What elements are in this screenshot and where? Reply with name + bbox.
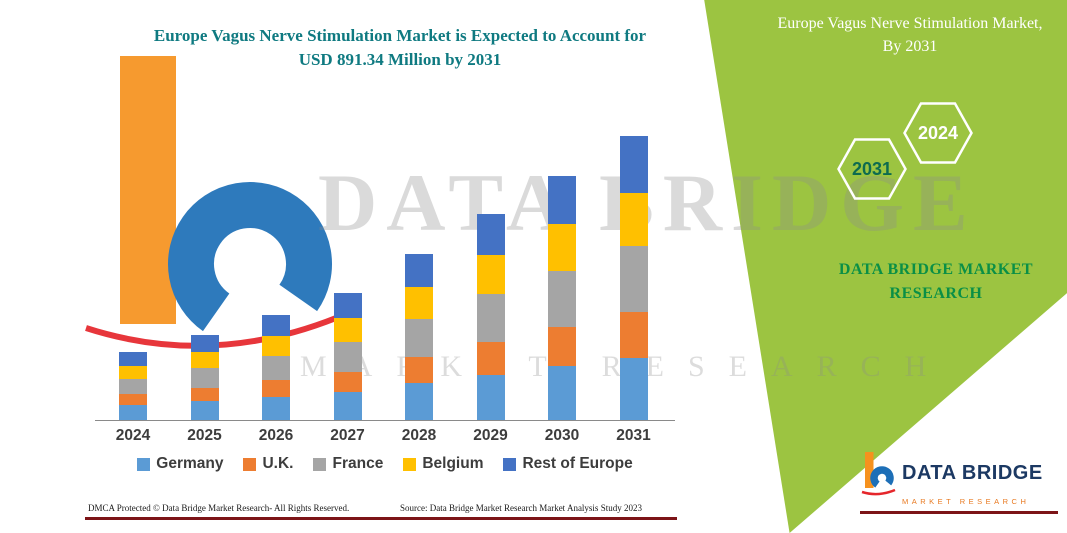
hexagon-2031-label: 2031 [852,159,892,179]
x-axis-label-2025: 2025 [187,427,222,444]
bar-segment-germany [548,366,576,420]
legend-label: Germany [156,455,224,472]
bar-segment-u-k- [119,394,147,406]
watermark-market-research: MARKET RESEARCH [300,350,951,383]
x-axis-label-2028: 2028 [401,427,437,444]
legend-item-germany: Germany [137,455,223,473]
bar-segment-germany [333,391,362,420]
bar-segment-belgium [548,224,576,271]
legend-label: Rest of Europe [522,455,633,472]
bar-segment-france [619,245,648,312]
bar-segment-u-k- [476,341,505,375]
bar-segment-france [405,318,433,357]
chart-title-line2: USD 891.34 Million by 2031 [298,50,502,69]
stacked-bar-2025 [190,334,219,420]
legend-swatch [137,457,151,471]
hexagon-2024-label: 2024 [918,123,958,143]
bar-segment-germany [619,357,648,420]
bar-segment-france [476,294,505,342]
bar-segment-u-k- [333,371,362,392]
bar-segment-belgium [190,351,219,369]
x-axis-label-2030: 2030 [544,427,580,444]
legend-label: U.K. [262,455,294,472]
bar-segment-rest-of-europe [476,214,505,256]
legend-item-u-k-: U.K. [243,455,293,473]
bar-segment-france [119,378,147,395]
bar-segment-france [333,342,362,372]
stacked-bar-2030 [548,175,576,420]
bar-segment-belgium [262,335,290,356]
stacked-bar-2027 [333,292,362,420]
stacked-bar-2029 [476,214,505,420]
bar-segment-germany [405,383,433,420]
stacked-bar-2028 [405,254,433,420]
side-panel-title: Europe Vagus Nerve Stimulation Market, B… [777,15,1043,55]
bar-segment-france [190,368,219,388]
bar-segment-france [548,270,576,327]
bar-segment-germany [119,405,147,420]
x-axis-label-2026: 2026 [258,427,294,444]
chart-title-line1: Europe Vagus Nerve Stimulation Market is… [153,26,647,45]
dmca-notice: DMCA Protected © Data Bridge Market Rese… [88,503,350,513]
hexagon-badge-2031: 2031 [837,138,907,200]
bar-segment-belgium [119,365,147,379]
legend-item-france: France [313,455,383,473]
bar-segment-belgium [476,255,505,295]
bar-segment-france [262,355,290,380]
bar-segment-u-k- [619,311,648,358]
chart-title: Europe Vagus Nerve Stimulation Market is… [130,24,670,72]
bar-segment-u-k- [548,326,576,367]
bar-segment-belgium [619,192,648,246]
stacked-bar-2024 [119,352,147,420]
legend-item-belgium: Belgium [403,455,483,473]
bar-segment-rest-of-europe [548,175,576,225]
x-axis-label-2029: 2029 [473,427,508,444]
legend-label: France [332,455,384,472]
bar-segment-rest-of-europe [119,352,147,366]
bottom-rule-left [85,517,677,520]
bar-segment-germany [476,374,505,420]
bar-segment-u-k- [405,356,433,384]
bar-segment-rest-of-europe [333,292,362,319]
stacked-bar-chart [95,130,675,421]
chart-legend: Germany U.K. France Belgium Rest of Europe [95,455,675,473]
legend-swatch [313,457,327,471]
bar-segment-belgium [333,318,362,343]
bar-segment-rest-of-europe [619,136,648,193]
logo-subtitle: MARKET RESEARCH [902,497,1030,506]
logo-name: DATA BRIDGE [902,461,1043,484]
bar-segment-belgium [405,287,433,319]
x-axis-label-2024: 2024 [115,427,151,444]
hexagon-badge-2024: 2024 [903,102,973,164]
x-axis-labels: 2024 2025 2026 2027 2028 2029 2030 2031 [95,427,675,449]
x-axis-label-2031: 2031 [616,427,651,444]
bottom-rule-right [860,511,1058,514]
bar-segment-rest-of-europe [190,334,219,352]
legend-swatch [403,457,417,471]
b-logo-icon [861,452,896,496]
stacked-bar-2026 [262,314,290,420]
legend-item-rest-of-europe: Rest of Europe [503,455,633,473]
bar-segment-germany [262,396,290,420]
legend-swatch [503,457,517,471]
bar-segment-germany [190,401,219,420]
x-axis-label-2027: 2027 [330,427,365,444]
legend-label: Belgium [422,455,484,472]
source-notice: Source: Data Bridge Market Research Mark… [400,503,642,513]
bar-segment-u-k- [262,379,290,397]
data-bridge-logo-block: DATA BRIDGE MARKET RESEARCH [860,450,1062,514]
bar-segment-rest-of-europe [262,314,290,336]
bar-segment-rest-of-europe [405,254,433,288]
brand-text: DATA BRIDGE MARKET RESEARCH [838,261,1034,302]
legend-swatch [243,457,257,471]
stacked-bar-2031 [619,136,648,420]
bar-segment-u-k- [190,387,219,402]
